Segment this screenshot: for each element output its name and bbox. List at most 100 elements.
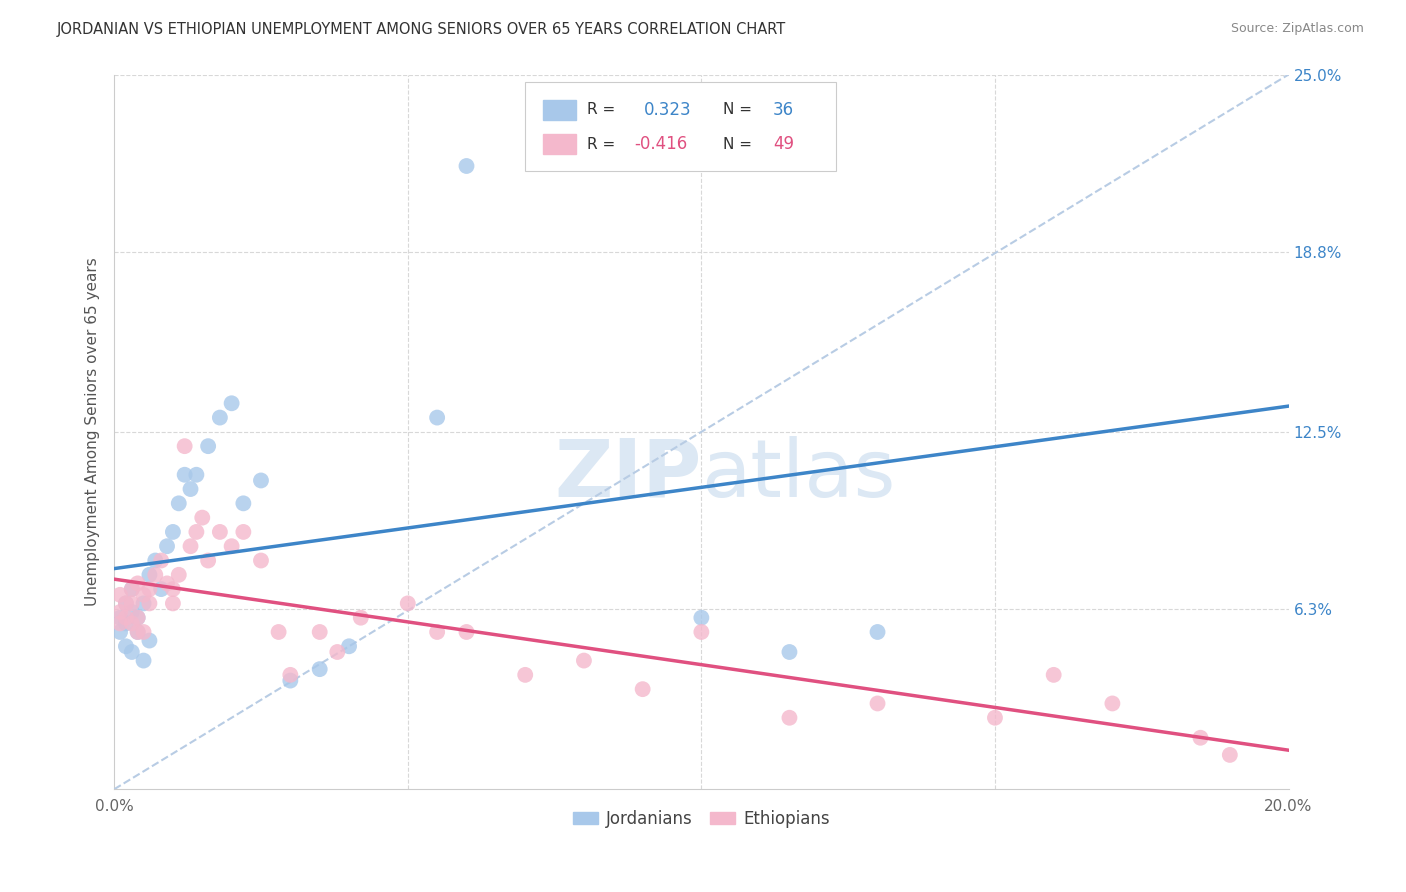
Text: N =: N = bbox=[723, 136, 756, 152]
Point bbox=[167, 496, 190, 510]
Point bbox=[150, 553, 173, 567]
Point bbox=[162, 596, 184, 610]
Point bbox=[778, 711, 800, 725]
Point bbox=[127, 625, 149, 640]
Point bbox=[186, 467, 208, 482]
Point bbox=[426, 410, 449, 425]
FancyBboxPatch shape bbox=[526, 82, 837, 171]
Text: 0.323: 0.323 bbox=[644, 101, 692, 119]
Point bbox=[121, 582, 143, 596]
Point bbox=[396, 596, 419, 610]
Point bbox=[186, 524, 208, 539]
Point bbox=[280, 673, 302, 688]
Point bbox=[173, 467, 195, 482]
Point bbox=[121, 645, 143, 659]
Point bbox=[127, 610, 149, 624]
Point bbox=[1189, 731, 1212, 745]
Text: ZIP: ZIP bbox=[554, 436, 702, 514]
Point bbox=[127, 610, 149, 624]
Point bbox=[1219, 747, 1241, 762]
Text: -0.416: -0.416 bbox=[634, 136, 688, 153]
Point bbox=[127, 576, 149, 591]
Point bbox=[115, 616, 138, 631]
Point bbox=[138, 567, 160, 582]
Point bbox=[250, 474, 273, 488]
Point bbox=[221, 539, 243, 553]
Point bbox=[108, 610, 131, 624]
Point bbox=[132, 625, 155, 640]
Text: R =: R = bbox=[588, 103, 620, 118]
Point bbox=[232, 496, 254, 510]
Point bbox=[156, 576, 179, 591]
Legend: Jordanians, Ethiopians: Jordanians, Ethiopians bbox=[567, 803, 837, 835]
Point bbox=[1042, 668, 1064, 682]
Text: atlas: atlas bbox=[702, 436, 896, 514]
Point bbox=[121, 605, 143, 619]
Point bbox=[197, 553, 219, 567]
Point bbox=[308, 625, 330, 640]
Point bbox=[138, 596, 160, 610]
Point bbox=[143, 567, 166, 582]
Point bbox=[631, 682, 654, 697]
Point bbox=[162, 524, 184, 539]
Point bbox=[108, 588, 131, 602]
Point bbox=[180, 539, 202, 553]
Text: Source: ZipAtlas.com: Source: ZipAtlas.com bbox=[1230, 22, 1364, 36]
Point bbox=[115, 596, 138, 610]
Point bbox=[984, 711, 1007, 725]
Point bbox=[127, 625, 149, 640]
Point bbox=[132, 596, 155, 610]
Point bbox=[308, 662, 330, 676]
Point bbox=[1101, 697, 1123, 711]
Text: N =: N = bbox=[723, 103, 756, 118]
Point bbox=[191, 510, 214, 524]
Point bbox=[515, 668, 537, 682]
Point bbox=[337, 640, 360, 654]
Point bbox=[115, 610, 138, 624]
Point bbox=[267, 625, 290, 640]
Point bbox=[108, 616, 131, 631]
Point bbox=[156, 539, 179, 553]
Point bbox=[456, 625, 478, 640]
Point bbox=[778, 645, 800, 659]
Point bbox=[572, 654, 595, 668]
Point bbox=[115, 596, 138, 610]
Text: 49: 49 bbox=[773, 136, 794, 153]
Point bbox=[180, 482, 202, 496]
Point bbox=[173, 439, 195, 453]
Point bbox=[132, 654, 155, 668]
Point bbox=[866, 697, 889, 711]
Point bbox=[456, 159, 478, 173]
Y-axis label: Unemployment Among Seniors over 65 years: Unemployment Among Seniors over 65 years bbox=[86, 258, 100, 607]
Point bbox=[208, 524, 231, 539]
Point bbox=[208, 410, 231, 425]
Point bbox=[232, 524, 254, 539]
Bar bbox=[543, 135, 575, 154]
Point bbox=[121, 616, 143, 631]
Point bbox=[690, 610, 713, 624]
Point bbox=[138, 633, 160, 648]
Point bbox=[866, 625, 889, 640]
Point bbox=[138, 582, 160, 596]
Point bbox=[602, 139, 624, 153]
Text: 36: 36 bbox=[773, 101, 794, 119]
Point bbox=[121, 596, 143, 610]
Point bbox=[132, 588, 155, 602]
Bar bbox=[543, 100, 575, 120]
Point bbox=[350, 610, 373, 624]
Point bbox=[167, 567, 190, 582]
Point bbox=[426, 625, 449, 640]
Point bbox=[162, 582, 184, 596]
Point bbox=[121, 582, 143, 596]
Text: JORDANIAN VS ETHIOPIAN UNEMPLOYMENT AMONG SENIORS OVER 65 YEARS CORRELATION CHAR: JORDANIAN VS ETHIOPIAN UNEMPLOYMENT AMON… bbox=[56, 22, 786, 37]
Point bbox=[197, 439, 219, 453]
Point bbox=[326, 645, 349, 659]
Point bbox=[250, 553, 273, 567]
Text: R =: R = bbox=[588, 136, 620, 152]
Point bbox=[143, 553, 166, 567]
Point bbox=[108, 605, 131, 619]
Point bbox=[150, 582, 173, 596]
Point bbox=[115, 640, 138, 654]
Point bbox=[221, 396, 243, 410]
Point bbox=[690, 625, 713, 640]
